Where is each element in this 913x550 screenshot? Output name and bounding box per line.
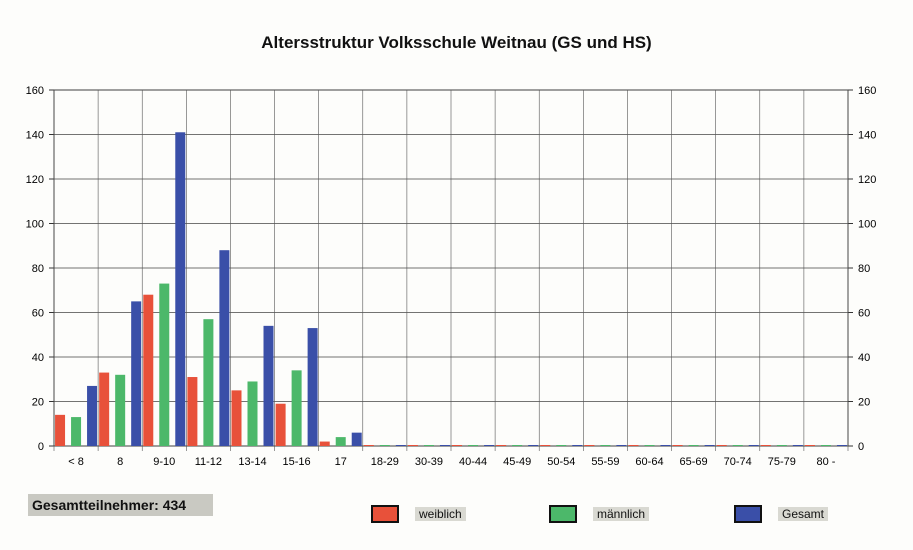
bar-Gesamt bbox=[439, 445, 450, 446]
y-tick-label-left: 100 bbox=[26, 219, 44, 231]
x-tick-label: 18-29 bbox=[371, 456, 399, 468]
bar-männlich bbox=[115, 374, 126, 446]
bar-chart: 0 0 20 20 40 40 60 60 80 80 100 100 120 120 140 140 160 1… bbox=[26, 85, 877, 468]
y-tick-label-left: 60 bbox=[32, 308, 44, 320]
bar-weiblich bbox=[760, 445, 771, 446]
bar-weiblich bbox=[584, 445, 595, 446]
x-tick-label: 50-54 bbox=[547, 456, 575, 468]
y-tick-label-left: 120 bbox=[26, 174, 44, 186]
bar-weiblich bbox=[231, 390, 242, 446]
bar-Gesamt bbox=[219, 250, 230, 446]
x-tick-label: 8 bbox=[117, 456, 123, 468]
bar-männlich bbox=[71, 417, 82, 446]
bar-weiblich bbox=[628, 445, 639, 446]
x-tick-label: 75-79 bbox=[768, 456, 796, 468]
total-participants: Gesamtteilnehmer: 434 bbox=[28, 494, 213, 516]
bar-Gesamt bbox=[792, 445, 803, 446]
bar-weiblich bbox=[143, 294, 154, 446]
bar-männlich bbox=[732, 445, 743, 446]
bar-weiblich bbox=[275, 403, 286, 446]
y-tick-label-left: 140 bbox=[26, 130, 44, 142]
x-tick-label: 55-59 bbox=[591, 456, 619, 468]
bar-Gesamt bbox=[307, 328, 318, 446]
y-tick-label-right: 140 bbox=[858, 130, 876, 142]
x-tick-label: 17 bbox=[335, 456, 347, 468]
bar-Gesamt bbox=[704, 445, 715, 446]
y-tick-label-left: 0 bbox=[38, 441, 44, 453]
y-tick-label-right: 0 bbox=[858, 441, 864, 453]
bar-Gesamt bbox=[616, 445, 627, 446]
x-tick-label: < 8 bbox=[68, 456, 84, 468]
bar-männlich bbox=[512, 445, 523, 446]
bar-Gesamt bbox=[395, 445, 406, 446]
x-tick-label: 15-16 bbox=[283, 456, 311, 468]
bar-weiblich bbox=[452, 445, 463, 446]
bar-Gesamt bbox=[131, 301, 142, 446]
bar-weiblich bbox=[540, 445, 551, 446]
bar-männlich bbox=[159, 283, 170, 446]
bar-weiblich bbox=[407, 445, 418, 446]
bar-Gesamt bbox=[484, 445, 495, 446]
bar-weiblich bbox=[55, 414, 66, 446]
bar-männlich bbox=[423, 445, 434, 446]
x-tick-label: 80 - bbox=[816, 456, 835, 468]
legend-label-weiblich: weiblich bbox=[415, 507, 466, 521]
y-tick-label-right: 160 bbox=[858, 85, 876, 97]
bar-weiblich bbox=[363, 445, 374, 446]
x-tick-label: 13-14 bbox=[238, 456, 266, 468]
y-tick-label-right: 40 bbox=[858, 352, 870, 364]
bar-weiblich bbox=[496, 445, 507, 446]
bar-männlich bbox=[335, 437, 346, 446]
bar-Gesamt bbox=[528, 445, 539, 446]
y-tick-label-right: 60 bbox=[858, 308, 870, 320]
x-tick-label: 60-64 bbox=[635, 456, 663, 468]
bar-männlich bbox=[379, 445, 390, 446]
bar-Gesamt bbox=[660, 445, 671, 446]
y-tick-label-left: 40 bbox=[32, 352, 44, 364]
y-tick-label-left: 160 bbox=[26, 85, 44, 97]
bar-Gesamt bbox=[572, 445, 583, 446]
bar-männlich bbox=[644, 445, 655, 446]
bar-männlich bbox=[688, 445, 699, 446]
bar-männlich bbox=[203, 319, 214, 446]
bar-männlich bbox=[247, 381, 258, 446]
y-tick-label-right: 100 bbox=[858, 219, 876, 231]
chart-title: Altersstruktur Volksschule Weitnau (GS u… bbox=[261, 33, 652, 52]
x-tick-label: 11-12 bbox=[195, 456, 222, 468]
x-tick-label: 9-10 bbox=[153, 456, 175, 468]
x-tick-label: 65-69 bbox=[680, 456, 708, 468]
bar-Gesamt bbox=[748, 445, 759, 446]
bar-männlich bbox=[820, 445, 831, 446]
x-tick-label: 30-39 bbox=[415, 456, 443, 468]
legend-swatch-maennlich bbox=[549, 505, 577, 523]
bar-männlich bbox=[468, 445, 479, 446]
y-tick-label-right: 20 bbox=[858, 397, 870, 409]
bar-weiblich bbox=[804, 445, 815, 446]
bar-Gesamt bbox=[263, 325, 274, 446]
legend-label-maennlich: männlich bbox=[593, 507, 650, 521]
bar-männlich bbox=[291, 370, 302, 446]
x-tick-label: 45-49 bbox=[503, 456, 531, 468]
bar-weiblich bbox=[319, 441, 330, 446]
y-tick-label-right: 80 bbox=[858, 263, 870, 275]
y-tick-label-left: 20 bbox=[32, 397, 44, 409]
legend-swatch-weiblich bbox=[371, 505, 399, 523]
bar-Gesamt bbox=[836, 445, 847, 446]
bar-Gesamt bbox=[351, 432, 362, 446]
bar-Gesamt bbox=[87, 385, 98, 446]
legend-swatch-gesamt bbox=[734, 505, 762, 523]
bar-männlich bbox=[600, 445, 611, 446]
bar-Gesamt bbox=[175, 132, 186, 446]
bar-weiblich bbox=[99, 372, 110, 446]
bar-weiblich bbox=[672, 445, 683, 446]
bar-männlich bbox=[776, 445, 787, 446]
y-tick-label-right: 120 bbox=[858, 174, 876, 186]
bar-männlich bbox=[556, 445, 567, 446]
legend-label-gesamt: Gesamt bbox=[778, 507, 829, 521]
bar-weiblich bbox=[716, 445, 727, 446]
y-tick-label-left: 80 bbox=[32, 263, 44, 275]
x-tick-label: 40-44 bbox=[459, 456, 487, 468]
bar-weiblich bbox=[187, 377, 198, 446]
x-tick-label: 70-74 bbox=[724, 456, 752, 468]
